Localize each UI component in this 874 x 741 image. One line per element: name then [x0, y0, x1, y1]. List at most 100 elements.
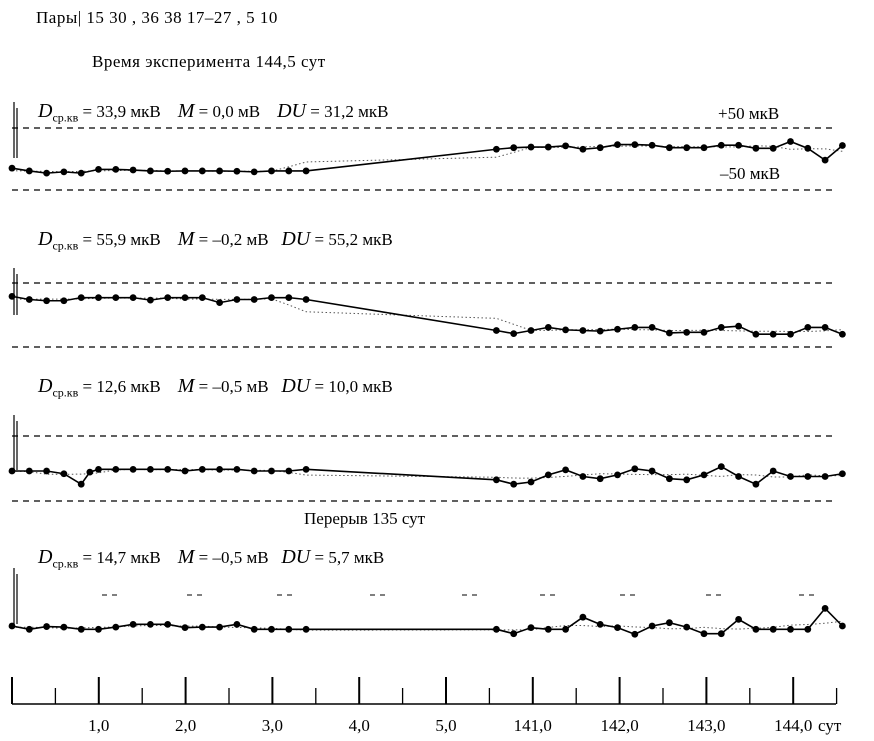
data-point [717, 141, 725, 149]
series-line [11, 295, 843, 336]
data-point [821, 605, 829, 612]
data-point [648, 467, 656, 475]
data-point [60, 168, 68, 176]
data-point [8, 293, 16, 300]
series-line [12, 465, 843, 486]
series-line [11, 140, 843, 174]
data-point [579, 145, 587, 153]
data-point [112, 623, 120, 631]
data-point [717, 630, 725, 638]
data-point [735, 322, 742, 330]
data-point [666, 329, 673, 337]
data-point [804, 144, 812, 152]
panel-4-stats: Dср.кв = 14,7 мкВ M = –0,5 мВ DU = 5,7 м… [38, 546, 385, 571]
data-point [527, 478, 535, 486]
data-point [8, 467, 16, 475]
data-point [787, 473, 794, 480]
data-point [683, 328, 691, 336]
data-point [510, 480, 518, 488]
data-point [302, 625, 310, 633]
data-point [631, 630, 639, 638]
data-point [181, 624, 189, 632]
data-point [752, 625, 760, 633]
gap-note: Перерыв 135 сут [304, 509, 426, 528]
data-point [233, 296, 241, 303]
data-point [579, 613, 587, 621]
data-point [302, 167, 310, 175]
data-point [129, 294, 137, 302]
data-point [216, 465, 224, 473]
x-axis-unit: сут [818, 716, 842, 735]
data-point [285, 467, 293, 475]
data-point [700, 471, 708, 479]
data-point [735, 473, 742, 480]
data-point [43, 297, 50, 305]
data-point [596, 327, 604, 335]
data-point [804, 324, 812, 331]
data-point [544, 324, 552, 331]
data-point [60, 470, 68, 478]
data-point [700, 630, 708, 638]
data-point [233, 465, 241, 473]
data-point [8, 164, 16, 172]
x-tick-label: 141,0 [513, 716, 552, 735]
data-point [648, 622, 656, 630]
data-point [821, 324, 829, 331]
data-point [285, 167, 293, 175]
data-point [268, 625, 275, 633]
data-point [198, 623, 206, 631]
data-point [821, 473, 829, 480]
data-point [648, 324, 656, 331]
data-point [596, 144, 604, 152]
panel-3-stats: Dср.кв = 12,6 мкВ M = –0,5 мВ DU = 10,0 … [38, 375, 393, 400]
panel-1-stats: Dср.кв = 33,9 мкВ M = 0,0 мВ DU = 31,2 м… [38, 100, 389, 125]
trend-line [11, 468, 843, 479]
data-point [614, 325, 621, 333]
data-point [752, 480, 760, 488]
trend-line [11, 297, 843, 332]
data-point [631, 324, 639, 331]
data-point [147, 620, 154, 628]
data-point [95, 294, 102, 302]
data-point [579, 473, 587, 480]
data-point [147, 296, 154, 304]
data-point [129, 465, 137, 473]
data-point [804, 625, 812, 633]
x-tick-label: 142,0 [600, 716, 639, 735]
data-point [787, 625, 794, 633]
data-point [579, 327, 587, 334]
data-point [666, 475, 673, 483]
data-point [198, 465, 206, 473]
data-point [181, 294, 189, 302]
data-point [302, 465, 310, 473]
x-tick-label: 3,0 [261, 716, 284, 735]
data-point [683, 623, 691, 631]
x-tick-label: 1,0 [88, 716, 110, 735]
data-point [562, 326, 569, 334]
header-duration: Время эксперимента 144,5 сут [92, 52, 326, 71]
data-point [181, 467, 189, 475]
x-tick-label: 2,0 [174, 716, 197, 735]
data-point [95, 625, 102, 633]
x-tick-label: 143,0 [687, 716, 726, 735]
data-point [717, 463, 725, 470]
data-point [631, 141, 639, 149]
data-point [493, 145, 500, 153]
data-point [250, 168, 258, 176]
data-point [164, 294, 172, 302]
data-point [527, 143, 535, 151]
upper-ref-label: +50 мкВ [718, 104, 780, 123]
data-point [181, 167, 189, 175]
data-point [510, 330, 518, 337]
data-point [77, 169, 85, 177]
data-point [147, 167, 154, 175]
data-point [735, 616, 742, 623]
data-point [8, 622, 16, 630]
data-point [769, 467, 777, 475]
data-point [839, 142, 846, 149]
data-point [147, 465, 154, 473]
trend-line [11, 145, 843, 173]
data-point [95, 166, 102, 173]
data-point [544, 471, 552, 479]
